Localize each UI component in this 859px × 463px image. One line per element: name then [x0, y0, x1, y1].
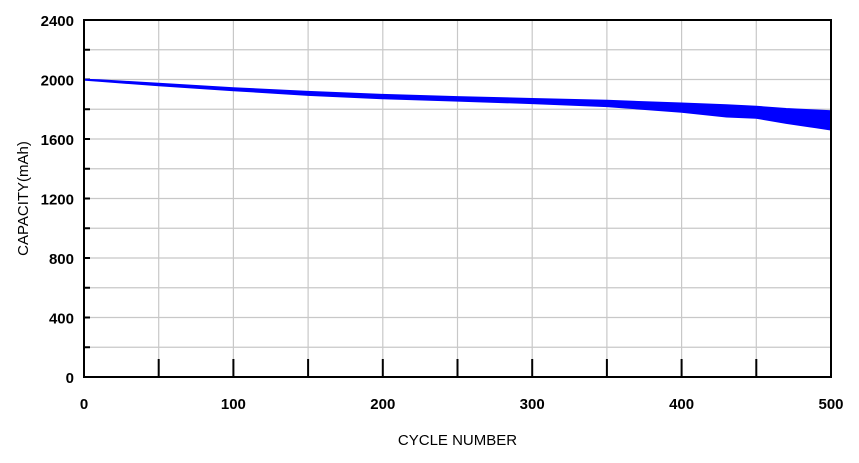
tick-labels: 0 100 200 300 400 500 0 400 800 1200 1600 2000 2400 [41, 13, 844, 413]
x-tick-label: 300 [520, 396, 545, 413]
y-axis-title: CAPACITY(mAh) [15, 141, 32, 256]
y-tick-label: 1600 [41, 132, 74, 149]
x-tick-label: 400 [669, 396, 694, 413]
x-axis-title: CYCLE NUMBER [398, 432, 517, 449]
x-tick-label: 200 [370, 396, 395, 413]
y-tick-label: 1200 [41, 192, 74, 209]
y-tick-label: 400 [49, 311, 74, 328]
y-tick-label: 800 [49, 251, 74, 268]
x-tick-label: 500 [818, 396, 843, 413]
plot-frame [83, 19, 832, 378]
y-tick-label: 2000 [41, 73, 74, 90]
x-tick-label: 100 [221, 396, 246, 413]
y-tick-label: 0 [66, 370, 74, 387]
x-tick-label: 0 [80, 396, 88, 413]
grid-lines [84, 20, 831, 377]
y-tick-label: 2400 [41, 13, 74, 30]
